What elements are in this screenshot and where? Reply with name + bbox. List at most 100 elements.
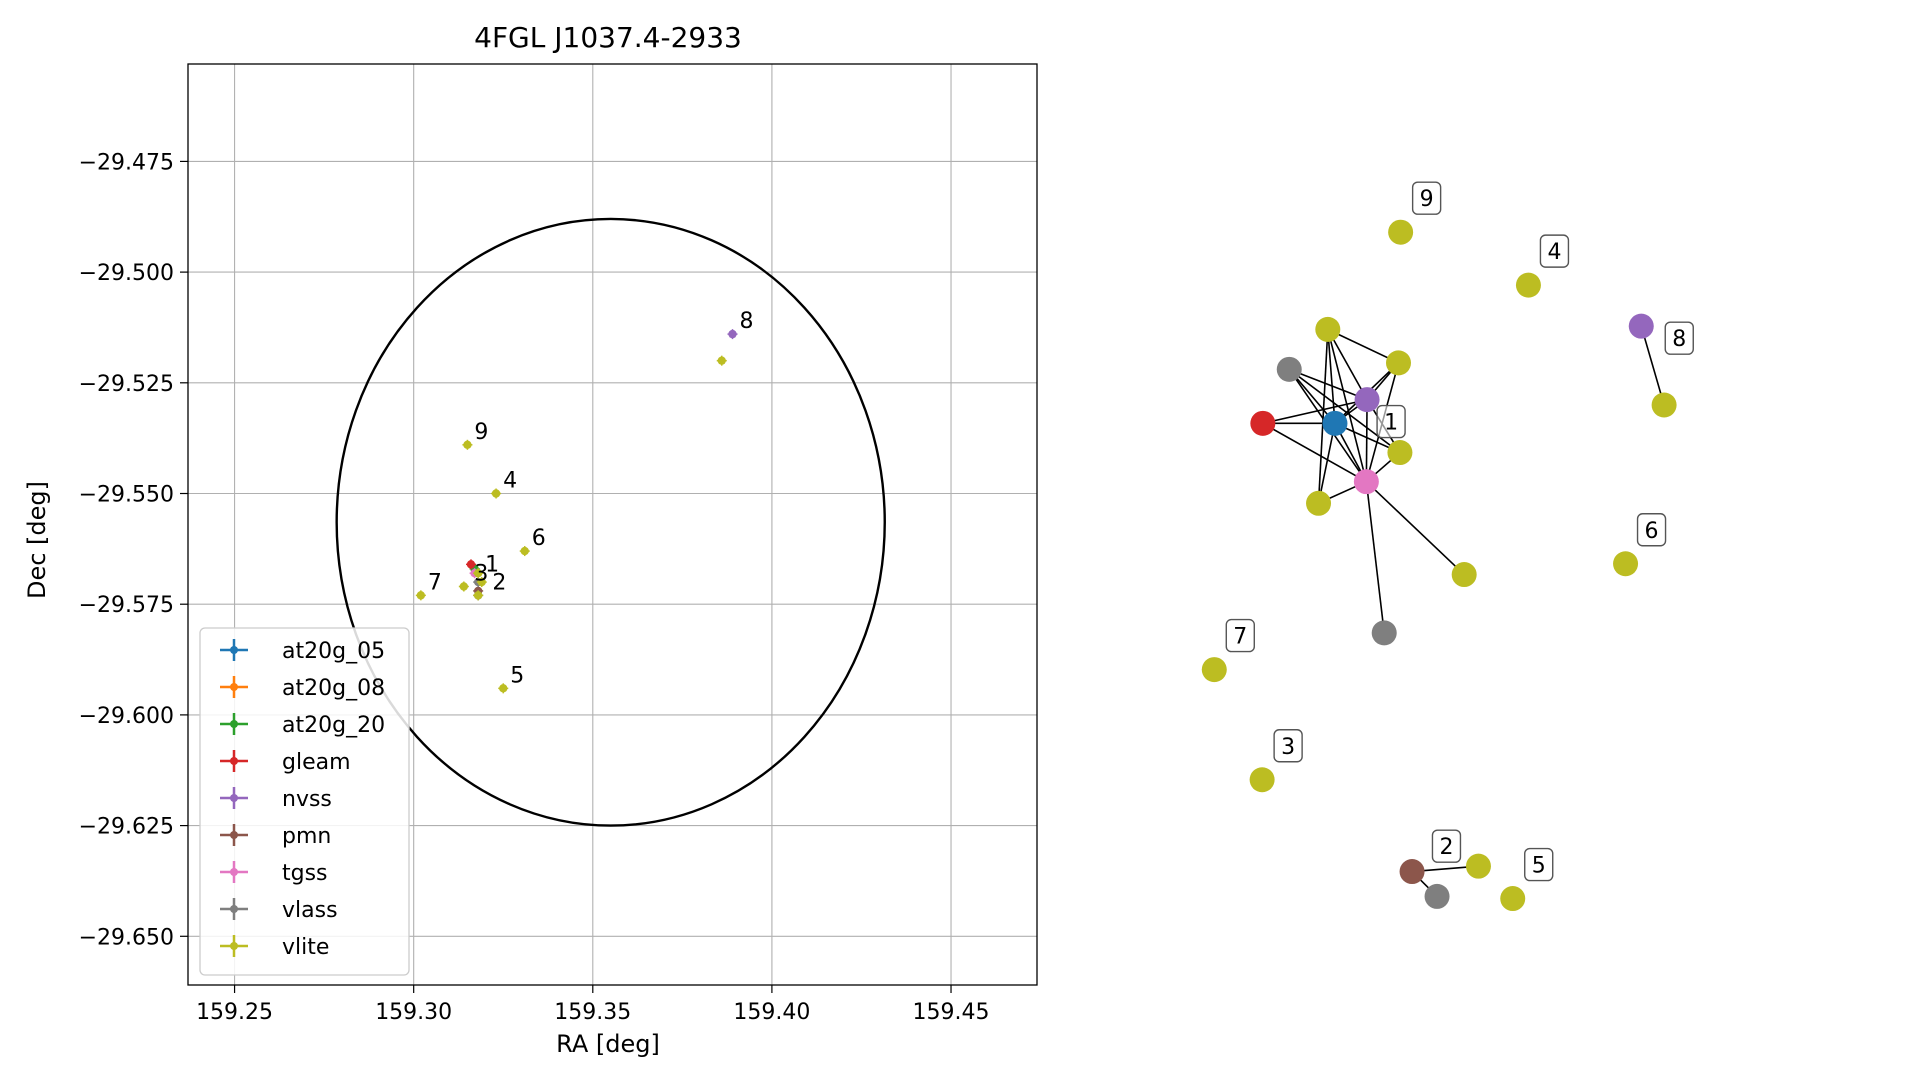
network-label-text: 7 [1233,625,1247,650]
point-annotation: 7 [428,570,442,595]
network-label-text: 5 [1532,854,1546,879]
network-label-text: 3 [1281,735,1295,760]
data-point-gleam [466,559,476,570]
y-tick-label: −29.550 [79,483,174,508]
network-label-text: 2 [1439,835,1453,860]
network-node [1322,410,1348,436]
point-annotation: 9 [474,420,488,445]
network-edge [1365,481,1386,633]
point-annotation: 6 [532,526,546,551]
network-label-text: 1 [1384,411,1398,436]
y-tick-label: −29.500 [79,261,174,286]
network-labels: 9 4 8 1 6 7 3 2 5 [1225,181,1694,882]
network-edges [1262,325,1665,897]
network-node [1315,316,1341,342]
network-label-text: 8 [1672,327,1686,352]
source-association-network: 9 4 8 1 6 7 3 2 5 [1201,181,1694,912]
network-node [1500,886,1526,912]
network-node [1276,356,1302,382]
network-label-box [1273,729,1303,763]
network-label-box [1411,181,1442,215]
network-label-box [1539,234,1570,268]
network-edge [1327,329,1368,482]
legend-entry-at20g_05: at20g_05 [220,639,385,664]
network-node [1353,469,1379,495]
network-label: 7 [1225,618,1255,653]
x-tick-label: 159.35 [554,1000,631,1025]
legend-label: tgss [282,861,328,886]
legend-label: vlass [282,898,338,923]
point-annotations: 123 4 5 6 7 8 9 [428,309,754,688]
point-annotation: 1 [485,553,499,578]
point-annotation: 5 [510,663,524,688]
chart-title: 4FGL J1037.4-2933 [474,21,742,54]
data-point-vlite [473,568,484,579]
network-node [1399,859,1425,885]
data-point-vlite [716,355,727,366]
network-node [1250,410,1276,436]
point-annotation: 4 [503,469,517,494]
y-tick-label: −29.625 [79,815,174,840]
legend-label: pmn [282,824,331,849]
legend-entry-vlass: vlass [220,898,338,923]
source-points [415,329,738,694]
network-label: 4 [1539,234,1570,268]
legend-label: vlite [282,935,329,960]
localization-ellipse-layer [335,217,886,827]
plot-frame [187,63,1038,986]
network-edge [1262,422,1367,483]
network-node [1354,387,1380,413]
network-edge [1327,329,1368,400]
network-edge [1317,329,1329,504]
network-label-box [1524,847,1554,882]
network-label-box [1636,513,1667,547]
y-tick-label: −29.650 [79,925,174,950]
y-tick-label: −29.600 [79,704,174,729]
network-node [1371,620,1397,646]
y-tick-label: −29.525 [79,372,174,397]
data-point-vlite [498,683,509,694]
network-label-box [1376,404,1406,439]
network-node [1201,657,1227,683]
network-edge [1288,368,1401,454]
data-point-nvss [727,329,738,340]
legend-entry-vlite: vlite [220,935,329,960]
y-tick-label: −29.575 [79,593,174,618]
data-point-vlite [519,546,530,557]
network-node [1388,219,1414,245]
legend-label: gleam [282,750,351,775]
data-point-vlite [491,488,502,499]
network-edge [1262,398,1368,425]
network-label: 3 [1273,729,1303,763]
network-label-box [1664,321,1694,355]
localization-ellipse [335,217,886,827]
network-node [1651,392,1677,418]
legend-label: at20g_05 [282,639,385,664]
y-tick-label: −29.475 [79,150,174,175]
x-tick-label: 159.40 [733,1000,810,1025]
legend-label: at20g_08 [282,676,385,701]
legend-entry-at20g_08: at20g_08 [220,676,385,701]
network-edge [1327,328,1399,364]
network-label-box [1225,618,1255,653]
network-label: 2 [1431,829,1462,863]
x-tick-label: 159.45 [913,1000,990,1025]
legend-entry-gleam: gleam [220,750,351,775]
sky-position-chart: 123 4 5 6 7 8 9 159.25 159.30 159.35 159.40 159.45… [23,21,1038,1058]
network-node [1613,551,1639,577]
network-label: 8 [1664,321,1694,355]
legend-box [199,627,410,976]
network-node [1385,350,1411,376]
data-point-vlite [473,590,484,601]
legend-entry-tgss: tgss [220,861,328,886]
network-label-text: 6 [1645,519,1659,544]
network-node [1424,883,1450,909]
network-edge [1317,423,1336,504]
network-node [1451,562,1477,588]
legend-entry-pmn: pmn [220,824,331,849]
network-label: 5 [1524,847,1554,882]
x-tick-label: 159.25 [196,1000,273,1025]
network-node [1628,313,1654,339]
network-node [1306,490,1332,516]
